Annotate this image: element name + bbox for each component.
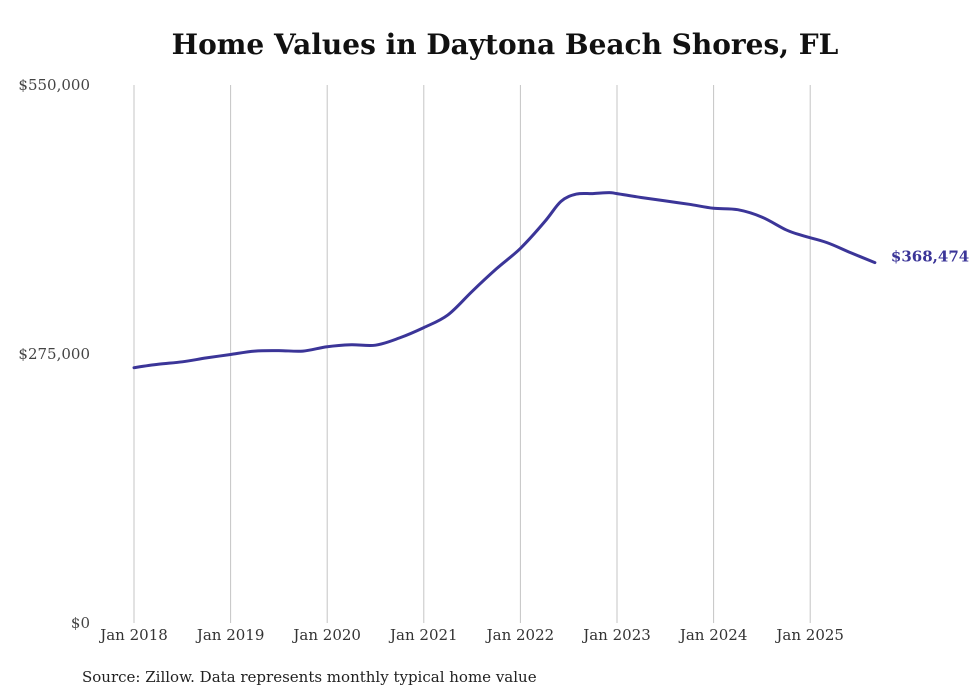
x-tick-label: Jan 2019 — [195, 626, 265, 644]
x-tick-label: Jan 2022 — [485, 626, 555, 644]
x-tick-label: Jan 2023 — [581, 626, 651, 644]
y-tick-label: $550,000 — [18, 76, 90, 94]
x-tick-label: Jan 2018 — [98, 626, 168, 644]
series-line-0 — [132, 191, 877, 370]
series-layer: $368,474 — [132, 191, 969, 370]
end-value-label: $368,474 — [891, 248, 969, 266]
x-axis-ticks: Jan 2018 Jan 2019 Jan 2020 Jan 2021 Jan 2022… — [98, 626, 844, 644]
x-tick-label: Jan 2024 — [678, 626, 748, 644]
x-tick-label: Jan 2021 — [388, 626, 458, 644]
x-tick-label: Jan 2020 — [291, 626, 361, 644]
y-axis-ticks: $0 $275,000 $550,000 — [18, 76, 90, 632]
x-tick-label: Jan 2025 — [774, 626, 844, 644]
chart-title: Home Values in Daytona Beach Shores, FL — [171, 28, 839, 61]
y-tick-label: $0 — [71, 614, 90, 632]
source-note: Source: Zillow. Data represents monthly … — [82, 668, 537, 686]
y-tick-label: $275,000 — [18, 345, 90, 363]
